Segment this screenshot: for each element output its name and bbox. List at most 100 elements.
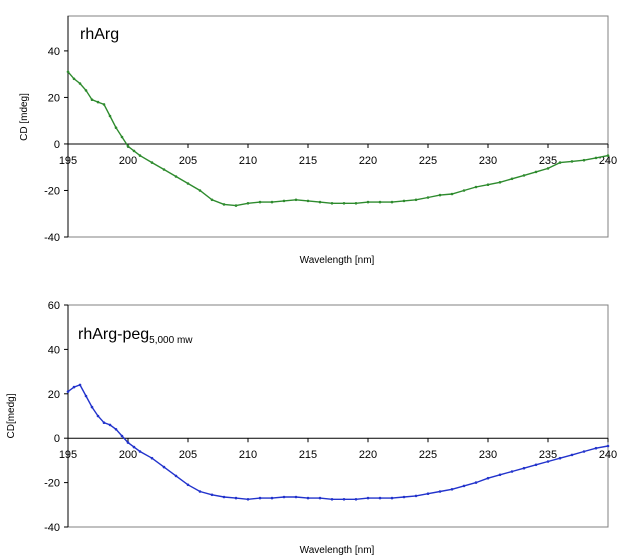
data-point <box>246 202 250 205</box>
data-point <box>330 202 334 205</box>
x-tick-label: 210 <box>239 449 257 461</box>
x-tick-label: 235 <box>539 155 557 167</box>
data-point <box>510 177 514 181</box>
y-tick-label: 20 <box>48 389 60 401</box>
data-point <box>282 199 286 203</box>
x-tick-label: 225 <box>419 449 437 461</box>
data-point <box>330 498 334 501</box>
data-point <box>438 490 442 493</box>
data-point <box>174 175 178 178</box>
data-point <box>558 161 562 164</box>
data-point <box>162 465 166 469</box>
data-point <box>594 156 598 160</box>
data-point <box>378 200 382 204</box>
data-point <box>162 168 166 171</box>
x-tick-label: 215 <box>299 155 317 167</box>
x-tick-label: 240 <box>599 449 617 461</box>
y-tick-label: 20 <box>48 92 60 104</box>
data-point <box>198 490 202 493</box>
data-point <box>234 204 238 207</box>
data-point <box>174 474 178 478</box>
data-point <box>138 450 142 453</box>
data-point <box>390 200 394 204</box>
chart-title: rhArg <box>80 26 119 43</box>
data-point <box>522 466 526 470</box>
data-point <box>474 185 478 189</box>
data-point <box>72 77 76 81</box>
data-point <box>90 98 94 101</box>
x-tick-label: 220 <box>359 155 377 167</box>
data-point <box>318 200 322 204</box>
data-point <box>546 167 550 170</box>
data-point <box>108 114 112 118</box>
x-tick-label: 195 <box>59 449 77 461</box>
data-point <box>258 496 262 500</box>
data-point <box>294 198 298 202</box>
data-point <box>438 193 442 197</box>
data-point <box>210 198 214 202</box>
series-line <box>67 384 609 501</box>
y-tick-label: -20 <box>44 185 60 197</box>
data-point <box>582 158 586 162</box>
data-point <box>450 192 454 196</box>
data-point <box>270 200 274 204</box>
data-point <box>78 82 82 85</box>
data-point <box>414 198 418 202</box>
x-tick-label: 195 <box>59 155 77 167</box>
data-point <box>294 495 298 499</box>
data-point <box>582 450 586 453</box>
y-tick-label: 0 <box>54 139 60 151</box>
data-point <box>150 456 154 460</box>
y-tick-label: 40 <box>48 46 60 58</box>
data-point <box>378 496 382 500</box>
y-tick-label: 0 <box>54 433 60 445</box>
y-tick-label: -20 <box>44 478 60 490</box>
y-tick-label: -40 <box>44 522 60 534</box>
data-point <box>114 428 118 431</box>
data-point <box>72 385 76 389</box>
data-point <box>510 470 514 473</box>
data-point <box>486 476 490 480</box>
data-point <box>270 496 274 500</box>
x-tick-label: 220 <box>359 449 377 461</box>
data-point <box>570 160 574 163</box>
data-point <box>462 484 466 488</box>
y-tick-label: -40 <box>44 232 60 244</box>
chart-rharg: CD [mdeg] Wavelength [nm] rhArg -40 -20 0 2… <box>19 15 617 266</box>
data-point <box>534 170 538 174</box>
chart-title: rhArg-peg5,000 mw <box>78 326 193 346</box>
x-axis-label: Wavelength [nm] <box>300 545 375 556</box>
x-tick-label: 235 <box>539 449 557 461</box>
data-point <box>126 145 130 148</box>
data-point <box>84 394 88 398</box>
data-point <box>498 181 502 184</box>
data-point <box>222 495 226 499</box>
data-point <box>186 182 190 185</box>
data-point <box>258 200 262 204</box>
data-point <box>210 493 214 497</box>
data-point <box>120 434 124 438</box>
data-point <box>114 126 118 129</box>
data-point <box>426 492 430 496</box>
data-point <box>342 202 346 205</box>
data-point <box>498 473 502 477</box>
x-tick-label: 240 <box>599 155 617 167</box>
data-point <box>306 496 310 500</box>
data-point <box>366 200 370 204</box>
data-point <box>534 463 538 467</box>
data-point <box>474 481 478 484</box>
data-point <box>402 199 406 203</box>
x-tick-label: 215 <box>299 449 317 461</box>
data-point <box>306 199 310 203</box>
x-axis-label: Wavelength [nm] <box>300 255 375 266</box>
data-point <box>282 495 286 499</box>
data-point <box>462 189 466 192</box>
data-point <box>186 483 190 487</box>
y-axis-label: CD [mdeg] <box>19 93 30 141</box>
data-point <box>138 154 142 157</box>
data-point <box>414 494 418 498</box>
data-point <box>558 456 562 460</box>
chart-rharg-peg: CD[medg] Wavelength [nm] rhArg-peg5,000 … <box>6 300 617 556</box>
y-tick-label: 60 <box>48 300 60 312</box>
data-point <box>426 196 430 199</box>
